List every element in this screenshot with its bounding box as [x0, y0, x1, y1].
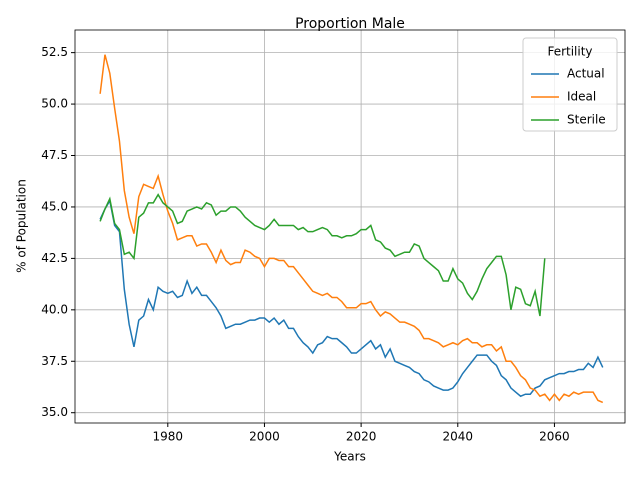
- legend-box: [522, 37, 618, 132]
- data-line: [99, 198, 604, 398]
- y-tick-label: 52.5: [41, 45, 68, 59]
- y-tick-label: 37.5: [41, 354, 68, 368]
- x-tick-label: 2020: [346, 430, 377, 444]
- data-line: [99, 54, 604, 404]
- legend-title: Fertility: [547, 45, 592, 59]
- x-tick-label: 2040: [443, 430, 474, 444]
- y-tick-label: 45.0: [41, 199, 68, 213]
- y-tick-label: 40.0: [41, 302, 68, 316]
- y-tick-label: 35.0: [41, 405, 68, 419]
- y-axis-label: % of Population: [15, 179, 29, 273]
- x-axis-label: Years: [333, 450, 366, 464]
- x-tick-label: 2060: [539, 430, 570, 444]
- legend-label: Ideal: [567, 90, 596, 104]
- legend-label: Actual: [567, 67, 605, 81]
- chart-title: Proportion Male: [295, 16, 405, 32]
- x-tick-label: 2000: [249, 430, 280, 444]
- y-tick-label: 42.5: [41, 251, 68, 265]
- legend-label: Sterile: [567, 113, 606, 127]
- y-tick-label: 50.0: [41, 97, 68, 111]
- x-tick-label: 1980: [153, 430, 184, 444]
- plot-frame: [74, 29, 626, 424]
- y-tick-label: 47.5: [41, 148, 68, 162]
- data-line: [99, 193, 546, 317]
